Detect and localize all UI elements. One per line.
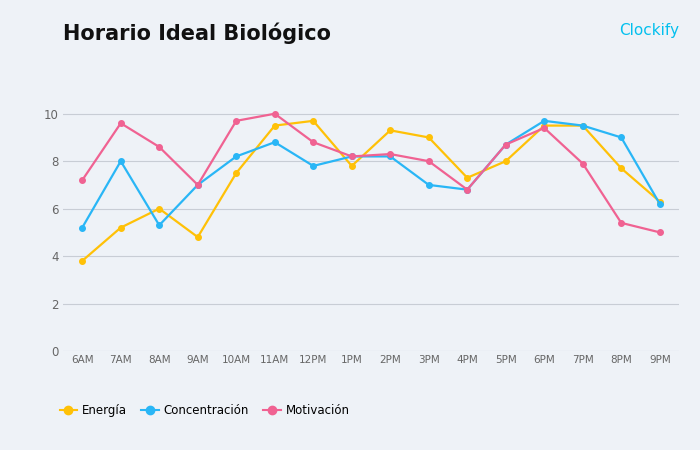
Text: Clockify: Clockify bbox=[619, 22, 679, 37]
Text: Horario Ideal Biológico: Horario Ideal Biológico bbox=[63, 22, 331, 44]
Legend: Energía, Concentración, Motivación: Energía, Concentración, Motivación bbox=[55, 399, 354, 422]
